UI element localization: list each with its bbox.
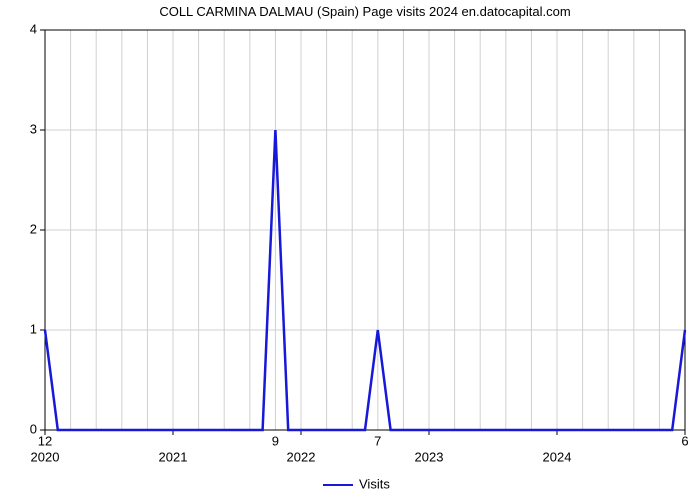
chart-svg: COLL CARMINA DALMAU (Spain) Page visits …: [0, 0, 700, 500]
x-tick-label: 2024: [543, 450, 572, 465]
y-tick-label: 2: [30, 221, 37, 236]
x-point-label: 7: [374, 434, 381, 449]
y-tick-label: 0: [30, 421, 37, 436]
y-tick-label: 4: [30, 21, 37, 36]
x-point-label: 6: [681, 434, 688, 449]
x-tick-label: 2020: [31, 450, 60, 465]
legend-label: Visits: [359, 476, 390, 491]
x-point-label: 9: [272, 434, 279, 449]
x-point-label: 12: [38, 434, 52, 449]
x-tick-label: 2022: [287, 450, 316, 465]
y-tick-label: 3: [30, 121, 37, 136]
chart-container: COLL CARMINA DALMAU (Spain) Page visits …: [0, 0, 700, 500]
x-tick-label: 2021: [159, 450, 188, 465]
series-line: [45, 130, 685, 430]
chart-title: COLL CARMINA DALMAU (Spain) Page visits …: [159, 4, 570, 19]
y-tick-label: 1: [30, 321, 37, 336]
x-tick-label: 2023: [415, 450, 444, 465]
